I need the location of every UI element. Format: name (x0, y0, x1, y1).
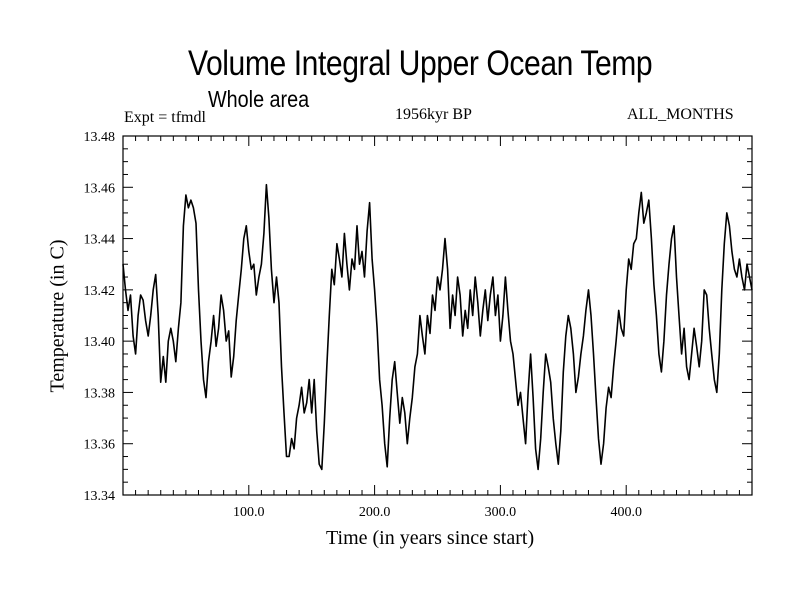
chart-title: Volume Integral Upper Ocean Temp (188, 44, 653, 83)
plot-frame (122, 135, 753, 496)
x-tick-label: 300.0 (485, 505, 517, 520)
expt-label: Expt = tfmdl (124, 109, 206, 126)
x-tick-label: 100.0 (233, 505, 265, 520)
y-tick-label: 13.44 (84, 233, 116, 248)
y-axis-label: Temperature (in C) (46, 239, 69, 393)
y-tick-label: 13.34 (84, 489, 116, 504)
period-label: 1956kyr BP (395, 106, 472, 123)
y-tick-label: 13.46 (84, 181, 116, 196)
y-tick-label: 13.42 (84, 284, 116, 299)
axis-tick-labels: 13.34 13.36 13.38 13.40 13.42 13.44 13.46 13.48… (84, 130, 642, 520)
y-tick-label: 13.48 (84, 130, 116, 145)
x-axis-label: Time (in years since start) (326, 527, 535, 549)
x-tick-label: 200.0 (359, 505, 391, 520)
axis-ticks (123, 135, 752, 496)
temperature-series-line (122, 183, 753, 471)
months-label: ALL_MONTHS (627, 106, 734, 123)
y-tick-label: 13.40 (84, 335, 116, 350)
chart-subtitle: Whole area (208, 86, 310, 112)
y-tick-label: 13.36 (84, 438, 116, 453)
y-tick-label: 13.38 (84, 386, 116, 401)
x-tick-label: 400.0 (610, 505, 642, 520)
